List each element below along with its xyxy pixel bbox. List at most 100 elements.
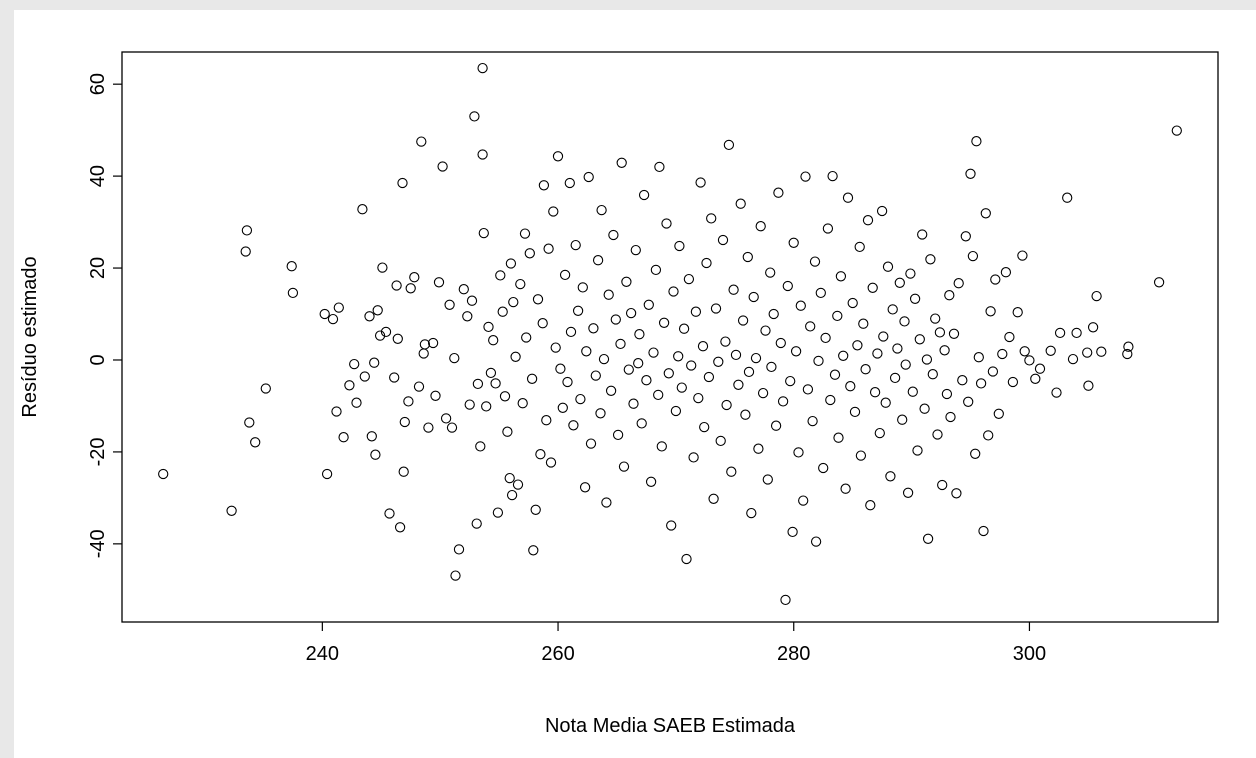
data-point	[260, 383, 271, 394]
data-point	[1017, 250, 1028, 261]
data-point	[608, 229, 619, 241]
data-point	[538, 180, 550, 191]
data-point	[437, 161, 448, 172]
data-point	[592, 255, 604, 266]
data-point	[706, 213, 717, 224]
data-point	[939, 345, 950, 356]
data-point	[568, 420, 579, 431]
data-point	[1045, 345, 1056, 356]
data-point	[690, 306, 702, 317]
data-point	[562, 376, 573, 388]
data-point	[621, 276, 632, 287]
data-point	[1083, 380, 1094, 391]
data-point	[519, 228, 531, 239]
data-point	[827, 170, 838, 182]
data-point	[869, 387, 881, 398]
data-point	[740, 409, 751, 420]
data-point	[612, 429, 624, 441]
data-point	[603, 289, 614, 300]
data-point	[370, 449, 381, 460]
data-point	[526, 373, 538, 384]
data-point	[598, 353, 610, 365]
data-point	[835, 271, 847, 282]
data-point	[917, 229, 928, 240]
data-point	[344, 380, 355, 391]
data-point	[1096, 346, 1107, 357]
data-point	[990, 274, 1001, 285]
data-point	[430, 390, 441, 401]
data-point	[643, 299, 654, 310]
data-point	[552, 151, 564, 162]
data-point	[444, 299, 455, 310]
data-point	[1071, 327, 1082, 339]
data-point	[1054, 327, 1066, 339]
data-point	[735, 198, 746, 209]
data-point	[713, 356, 724, 367]
data-point	[590, 370, 601, 381]
data-point	[645, 476, 657, 487]
data-point	[872, 348, 883, 359]
data-point	[555, 363, 566, 374]
scatter-chart: 240 260 280 300 -40 -20 0 20 40 60 Nota Media SA…	[19, 51, 1219, 737]
data-point	[565, 326, 577, 338]
data-point	[1004, 331, 1015, 343]
data-point	[951, 488, 962, 499]
data-point	[699, 421, 710, 433]
data-point	[392, 333, 403, 344]
data-point	[900, 359, 911, 370]
y-tick-label: 20	[87, 257, 109, 279]
data-point	[583, 171, 594, 183]
data-point	[683, 273, 695, 285]
data-point	[419, 339, 431, 350]
data-point	[490, 378, 501, 389]
data-point	[537, 318, 548, 329]
data-point	[327, 313, 339, 325]
data-point	[710, 303, 722, 314]
data-point	[512, 479, 524, 490]
data-point	[730, 349, 742, 361]
data-point	[934, 327, 946, 338]
data-point	[641, 375, 652, 386]
data-point	[914, 334, 925, 345]
data-point	[753, 443, 764, 454]
data-point	[433, 277, 445, 288]
data-point	[912, 445, 923, 456]
y-tick-label: -40	[87, 529, 109, 558]
data-point	[695, 177, 706, 188]
data-point	[418, 348, 429, 359]
data-point	[978, 525, 989, 537]
data-point	[605, 385, 617, 396]
y-tick-label: 40	[87, 165, 109, 187]
data-point	[810, 536, 822, 547]
data-point	[321, 468, 333, 480]
data-point	[800, 171, 811, 182]
data-point	[674, 240, 685, 252]
data-point	[937, 479, 948, 491]
data-point	[616, 157, 627, 168]
data-point	[572, 305, 584, 316]
data-point	[338, 432, 349, 443]
data-point	[398, 466, 409, 477]
data-point	[543, 243, 554, 254]
data-point	[636, 418, 647, 429]
data-point	[286, 261, 297, 272]
data-point	[510, 351, 521, 362]
data-point	[997, 348, 1008, 360]
plot-frame	[121, 51, 1219, 623]
data-point	[757, 387, 769, 399]
data-point	[497, 306, 508, 317]
data-point	[960, 231, 971, 242]
data-point	[1024, 355, 1035, 366]
data-point	[878, 331, 889, 342]
data-point	[634, 329, 645, 340]
data-point	[440, 413, 452, 424]
data-point	[681, 553, 692, 565]
data-point	[880, 397, 891, 408]
data-point	[579, 482, 591, 493]
data-point	[477, 62, 488, 74]
data-point	[559, 269, 571, 281]
data-point	[1087, 322, 1099, 333]
data-point	[508, 296, 519, 308]
data-point	[922, 533, 934, 544]
data-point	[349, 358, 360, 370]
